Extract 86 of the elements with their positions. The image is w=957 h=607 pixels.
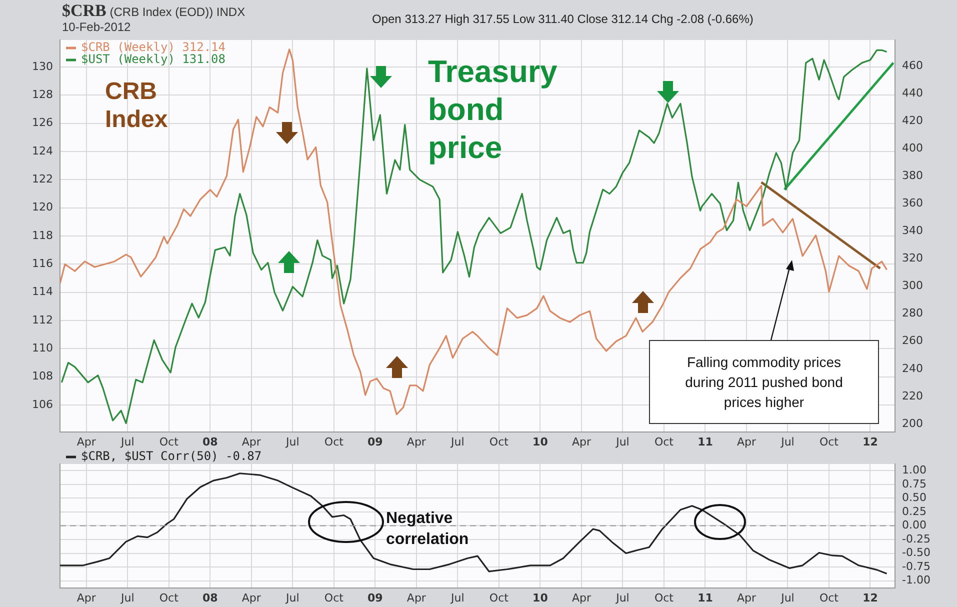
x-tick-label: Apr	[406, 591, 426, 604]
x-tick-label: Apr	[736, 435, 756, 448]
y-tick-label: 128	[32, 88, 53, 102]
y-tick-label: 126	[32, 116, 53, 130]
y-tick-label: 114	[32, 285, 53, 298]
y-tick-label: 108	[32, 370, 53, 383]
x-tick-label: 09	[368, 591, 383, 604]
y2-tick-label: 300	[902, 279, 923, 292]
x-tick-label: Apr	[76, 435, 96, 448]
y-tick-label: 112	[32, 313, 53, 326]
annotation: Negative correlation	[386, 509, 470, 550]
x-tick-label: Jul	[450, 591, 464, 604]
y-tick-label: 116	[32, 257, 53, 270]
y2-tick-label: 1.00	[902, 463, 926, 476]
x-tick-label: Jul	[780, 591, 794, 604]
y-tick-label: 120	[32, 200, 53, 214]
y2-tick-label: 320	[902, 252, 923, 265]
y-tick-label: 118	[32, 228, 53, 242]
x-tick-label: Apr	[572, 591, 592, 604]
x-tick-label: 12	[862, 591, 878, 604]
legend-label: $CRB, $UST Corr(50) -0.87	[81, 449, 262, 464]
x-tick-label: Jul	[285, 435, 300, 448]
x-tick-label: Jul	[285, 591, 300, 604]
x-tick-label: Jul	[120, 435, 134, 448]
x-tick-label: Oct	[654, 591, 674, 604]
x-tick-label: 12	[862, 435, 878, 448]
y2-tick-label: 220	[902, 389, 923, 402]
y2-tick-label: 200	[902, 416, 923, 430]
x-tick-label: Jul	[615, 591, 630, 604]
x-tick-label: 11	[698, 435, 713, 448]
x-tick-label: Jul	[120, 591, 134, 604]
chart-title: $CRB (CRB Index (EOD)) INDX	[62, 1, 246, 20]
y2-tick-label: 240	[902, 362, 923, 375]
annotation: CRB Index	[105, 78, 169, 134]
y2-tick-label: -0.50	[902, 546, 930, 560]
legend-label: $CRB (Weekly) 312.14	[81, 40, 226, 54]
x-tick-label: Oct	[159, 435, 180, 448]
x-tick-label: 10	[532, 435, 548, 448]
x-tick-label: Oct	[324, 435, 344, 448]
y2-tick-label: 0.25	[902, 504, 926, 518]
legend-label: $UST (Weekly) 131.08	[81, 52, 226, 66]
x-tick-label: Apr	[76, 591, 96, 604]
y2-tick-label: -0.75	[902, 560, 930, 573]
x-tick-label: Oct	[489, 435, 510, 448]
y2-tick-label: 260	[902, 334, 923, 348]
x-tick-label: 08	[202, 435, 218, 448]
x-tick-label: Apr	[242, 591, 262, 604]
y2-tick-label: 460	[902, 58, 923, 72]
y2-tick-label: -0.25	[902, 532, 930, 546]
y2-tick-label: -1.00	[902, 574, 930, 587]
x-tick-label: Apr	[736, 591, 756, 604]
x-tick-label: 11	[698, 591, 713, 604]
y2-tick-label: 360	[902, 196, 923, 210]
y2-tick-label: 440	[902, 86, 923, 100]
y2-tick-label: 0.50	[902, 491, 926, 504]
x-tick-label: Jul	[780, 435, 794, 448]
y-tick-label: 106	[32, 398, 53, 411]
chart-subtitle: 10-Feb-2012	[62, 20, 131, 34]
y2-tick-label: 280	[902, 306, 923, 320]
x-tick-label: Apr	[406, 435, 426, 448]
y-tick-label: 124	[32, 144, 53, 158]
y-tick-label: 130	[32, 60, 53, 73]
y2-tick-label: 0.00	[902, 518, 926, 532]
y2-tick-label: 420	[902, 114, 923, 127]
x-tick-label: Jul	[450, 435, 464, 448]
x-tick-label: 09	[368, 435, 383, 448]
y-tick-label: 122	[32, 172, 53, 186]
x-tick-label: Oct	[819, 435, 840, 448]
callout-box: Falling commodity prices during 2011 pushed bond prices higher	[649, 340, 879, 424]
x-tick-label: Oct	[819, 591, 840, 604]
y-tick-label: 110	[32, 342, 53, 355]
x-tick-label: Oct	[489, 591, 510, 604]
x-tick-label: 08	[202, 591, 218, 604]
x-tick-label: Oct	[324, 591, 344, 604]
y2-tick-label: 340	[902, 224, 923, 238]
x-tick-label: Oct	[159, 591, 180, 604]
y2-tick-label: 0.75	[902, 477, 926, 490]
y2-tick-label: 400	[902, 141, 923, 154]
x-tick-label: Apr	[242, 435, 262, 448]
x-tick-label: Oct	[654, 435, 674, 448]
annotation: Treasury bond price	[428, 53, 558, 167]
text: Open 313.27 High 317.55 Low 311.40 Close 312.14 Chg -2.08 (-0.66%)	[372, 12, 754, 26]
x-tick-label: Apr	[572, 435, 592, 448]
y2-tick-label: 380	[902, 168, 923, 182]
x-tick-label: 10	[532, 591, 548, 604]
x-tick-label: Jul	[615, 435, 630, 448]
